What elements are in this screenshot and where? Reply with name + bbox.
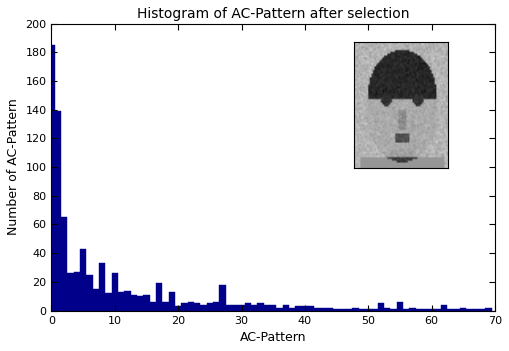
Bar (238, 305, 245, 311)
Bar (321, 308, 327, 311)
Bar (372, 309, 378, 311)
Bar (429, 309, 435, 311)
Bar (270, 305, 276, 311)
Bar (124, 291, 131, 311)
Bar (219, 285, 225, 311)
Bar (403, 309, 409, 311)
Bar (486, 308, 492, 311)
Bar (295, 306, 302, 311)
Bar (308, 306, 315, 311)
Bar (359, 309, 365, 311)
Bar (99, 263, 105, 311)
Bar (131, 295, 137, 311)
Bar (447, 309, 454, 311)
Bar (175, 306, 181, 311)
Bar (61, 217, 67, 311)
Bar (390, 309, 397, 311)
Bar (144, 295, 150, 311)
Bar (333, 309, 340, 311)
Bar (74, 272, 80, 311)
Bar (168, 292, 175, 311)
Bar (150, 302, 156, 311)
Bar (289, 308, 295, 311)
Bar (346, 309, 352, 311)
Bar (251, 305, 258, 311)
Bar (156, 283, 162, 311)
Bar (162, 302, 168, 311)
Bar (207, 304, 213, 311)
Bar (232, 305, 238, 311)
Bar (365, 309, 372, 311)
Bar (87, 275, 93, 311)
Y-axis label: Number of AC-Pattern: Number of AC-Pattern (7, 99, 20, 236)
Bar (111, 273, 118, 311)
Bar (93, 289, 99, 311)
Bar (454, 309, 460, 311)
Bar (378, 304, 384, 311)
Bar (384, 308, 390, 311)
Bar (137, 296, 144, 311)
Bar (201, 305, 207, 311)
X-axis label: AC-Pattern: AC-Pattern (240, 331, 306, 344)
Bar (67, 273, 74, 311)
Bar (225, 305, 232, 311)
Bar (473, 309, 479, 311)
Bar (397, 302, 403, 311)
Bar (416, 309, 422, 311)
Bar (54, 111, 61, 311)
Bar (188, 302, 194, 311)
Bar (258, 304, 264, 311)
Bar (340, 309, 346, 311)
Title: Histogram of AC-Pattern after selection: Histogram of AC-Pattern after selection (137, 7, 409, 21)
Bar (276, 308, 282, 311)
Bar (466, 309, 473, 311)
Bar (282, 305, 289, 311)
Bar (105, 293, 111, 311)
Bar (460, 308, 466, 311)
Bar (315, 308, 321, 311)
Bar (435, 309, 441, 311)
Bar (80, 249, 87, 311)
Bar (441, 305, 447, 311)
Bar (302, 306, 308, 311)
Bar (327, 308, 333, 311)
Bar (479, 309, 486, 311)
Bar (181, 304, 188, 311)
Bar (245, 304, 251, 311)
Bar (48, 45, 54, 311)
Bar (118, 292, 124, 311)
Bar (422, 309, 429, 311)
Bar (194, 304, 201, 311)
Bar (409, 308, 416, 311)
Bar (213, 302, 219, 311)
Bar (264, 305, 270, 311)
Bar (352, 308, 359, 311)
